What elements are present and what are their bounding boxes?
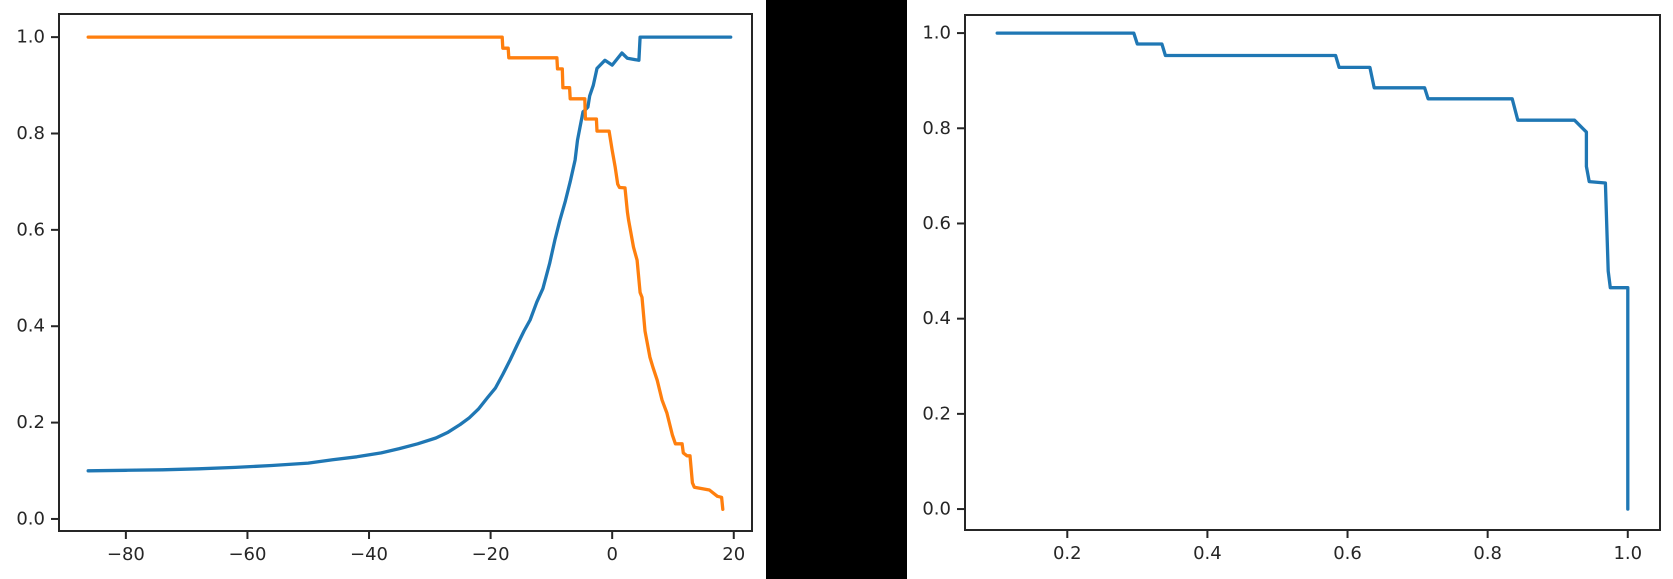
x-tick-label: 0.2 bbox=[1053, 543, 1082, 564]
x-tick-label: −80 bbox=[107, 544, 145, 565]
right-blue-line bbox=[995, 31, 1630, 511]
y-tick-label: 0.6 bbox=[16, 219, 45, 240]
x-tick-label: −60 bbox=[228, 544, 266, 565]
left-orange-line bbox=[86, 35, 725, 511]
y-tick-label: 0.8 bbox=[16, 123, 45, 144]
x-tick-label: 0.4 bbox=[1193, 543, 1222, 564]
y-tick-label: 0.6 bbox=[922, 213, 951, 234]
y-tick-label: 0.4 bbox=[16, 316, 45, 337]
left-blue-line bbox=[86, 35, 733, 473]
x-tick-label: 1.0 bbox=[1613, 543, 1642, 564]
y-tick-label: 1.0 bbox=[16, 27, 45, 48]
x-tick-label: 0 bbox=[606, 544, 617, 565]
left-plot-panel: −80 −60 −40 −20 0 20 0.0 0.2 0.4 0.6 0.8 1.0 bbox=[0, 0, 766, 579]
y-tick-label: 0.4 bbox=[922, 308, 951, 329]
x-tick-label: −20 bbox=[472, 544, 510, 565]
y-tick-label: 1.0 bbox=[922, 23, 951, 44]
left-plot: −80 −60 −40 −20 0 20 0.0 0.2 0.4 0.6 0.8 1.0 bbox=[16, 13, 753, 565]
axes-box bbox=[964, 14, 1661, 531]
x-tick-label: 20 bbox=[722, 544, 745, 565]
y-tick-label: 0.0 bbox=[16, 508, 45, 529]
y-tick-label: 0.2 bbox=[922, 403, 951, 424]
x-tick-label: −40 bbox=[350, 544, 388, 565]
y-tick-label: 0.0 bbox=[922, 499, 951, 520]
x-tick-label: 0.6 bbox=[1333, 543, 1362, 564]
axes-box bbox=[58, 13, 753, 532]
x-tick-label: 0.8 bbox=[1473, 543, 1502, 564]
y-tick-label: 0.8 bbox=[922, 118, 951, 139]
right-plot: 0.2 0.4 0.6 0.8 1.0 0.0 0.2 0.4 0.6 0.8 1.0 bbox=[922, 14, 1661, 564]
right-plot-panel: 0.2 0.4 0.6 0.8 1.0 0.0 0.2 0.4 0.6 0.8 1.0 bbox=[907, 0, 1673, 579]
y-tick-label: 0.2 bbox=[16, 412, 45, 433]
